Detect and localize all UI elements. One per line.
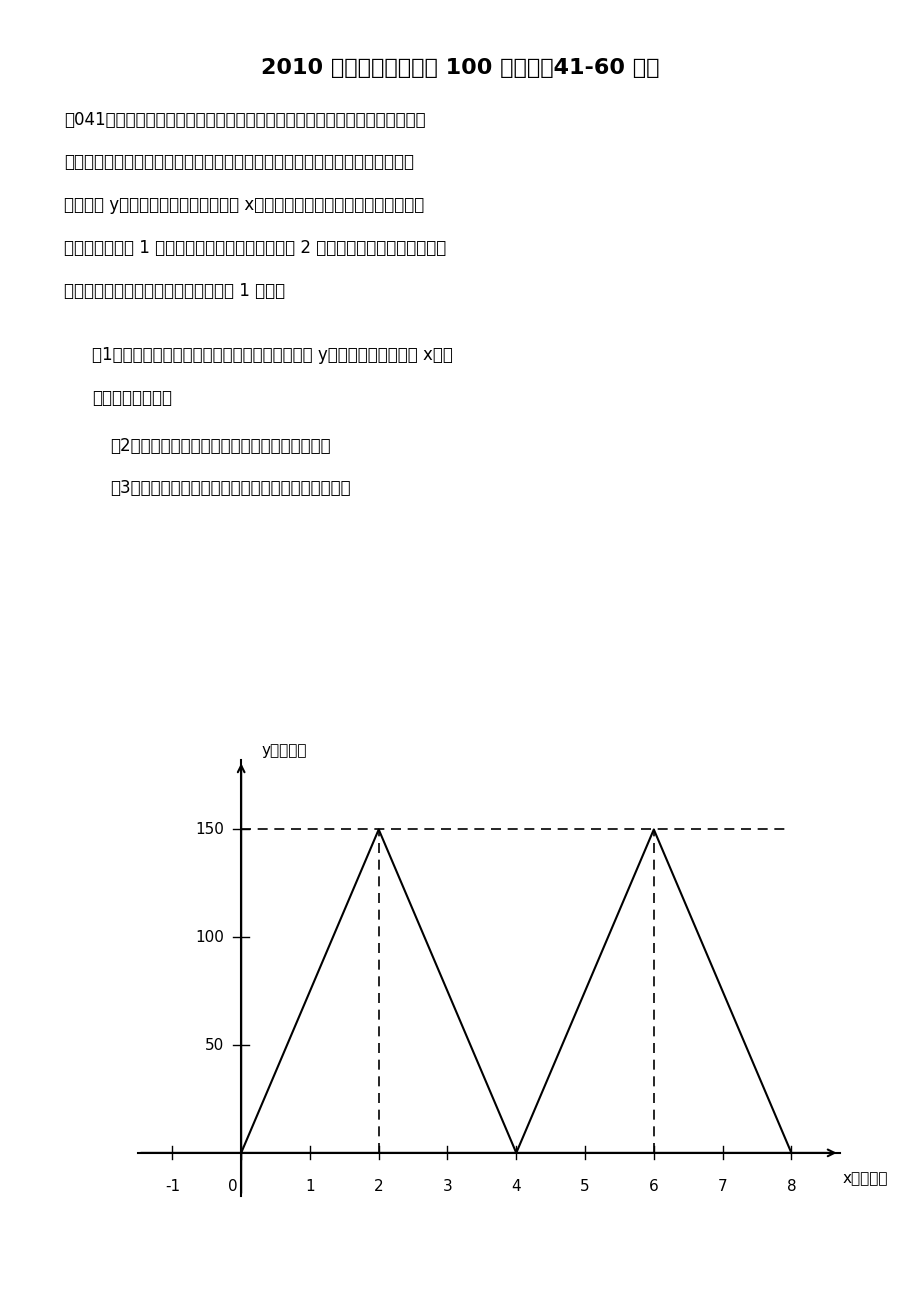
Text: 时）的函数图象．: 时）的函数图象． [92, 390, 172, 407]
Text: 结果比出租车最后一次返回乌鲁木齐早 1 小时．: 结果比出租车最后一次返回乌鲁木齐早 1 小时． [64, 282, 285, 300]
Text: （3）求两车最后一次相遇时，距乌鲁木齐市的路程．: （3）求两车最后一次相遇时，距乌鲁木齐市的路程． [110, 480, 351, 498]
Text: （1）请在图中画出公共汽车距乌鲁木齐市的路程 y（千米）与所用时间 x（小: （1）请在图中画出公共汽车距乌鲁木齐市的路程 y（千米）与所用时间 x（小 [92, 346, 452, 364]
Text: 4: 4 [511, 1179, 520, 1193]
Text: 6: 6 [648, 1179, 658, 1193]
Text: 2: 2 [373, 1179, 383, 1193]
Text: 【041】某公交公司的公共汽车和出租车每天从乌鲁木齐市出发往返于乌鲁木齐: 【041】某公交公司的公共汽车和出租车每天从乌鲁木齐市出发往返于乌鲁木齐 [64, 111, 425, 129]
Text: （2）求两车在途中相遇的次数（直接写出答案）: （2）求两车在途中相遇的次数（直接写出答案） [110, 437, 331, 455]
Text: 100: 100 [195, 930, 223, 945]
Text: 2010 年中考数学压轴题 100 题精选（41-60 题）: 2010 年中考数学压轴题 100 题精选（41-60 题） [260, 58, 659, 78]
Text: x（小时）: x（小时） [842, 1171, 888, 1187]
Text: 市的路程 y（单位：千米）与所用时间 x（单位：小时）的函数图象．已知公共: 市的路程 y（单位：千米）与所用时间 x（单位：小时）的函数图象．已知公共 [64, 196, 425, 214]
Text: 5: 5 [580, 1179, 589, 1193]
Text: 8: 8 [786, 1179, 795, 1193]
Text: 1: 1 [305, 1179, 314, 1193]
Text: 市和石河子市两地，出租车比公共汽车多往返一趟，如图表示出租车距乌鲁木齐: 市和石河子市两地，出租车比公共汽车多往返一趟，如图表示出租车距乌鲁木齐 [64, 153, 414, 172]
Text: 0: 0 [228, 1179, 237, 1193]
Text: 汽车比出租车晚 1 小时出发，到达石河子市后休息 2 小时，然后按原路原速返回，: 汽车比出租车晚 1 小时出发，到达石河子市后休息 2 小时，然后按原路原速返回， [64, 239, 446, 257]
Text: 3: 3 [442, 1179, 452, 1193]
Text: y（千米）: y（千米） [262, 744, 307, 758]
Text: -1: -1 [165, 1179, 180, 1193]
Text: 150: 150 [195, 822, 223, 837]
Text: 7: 7 [717, 1179, 727, 1193]
Text: 50: 50 [205, 1037, 223, 1053]
